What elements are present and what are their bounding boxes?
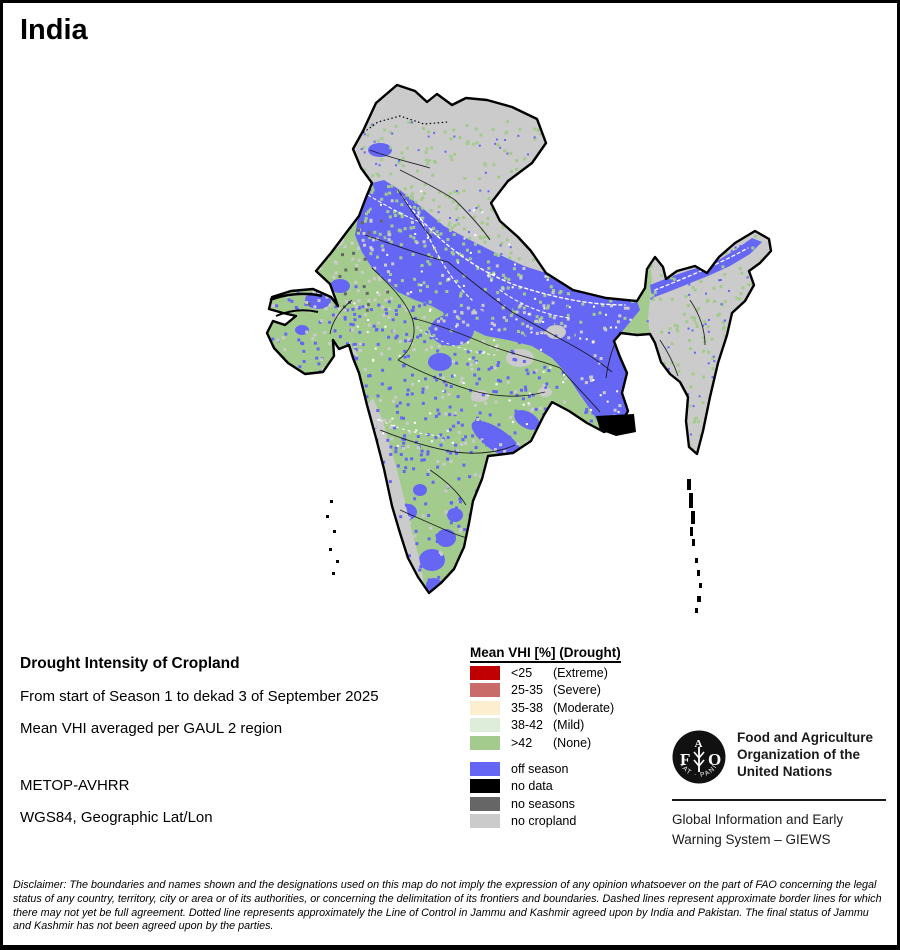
legend-row-moderate: 35-38 (Moderate) (470, 700, 614, 715)
swatch-no-data (470, 779, 500, 794)
swatch-mild (470, 718, 500, 733)
svg-text:O: O (708, 750, 721, 769)
giews-label: Global Information and Early Warning Sys… (672, 812, 844, 847)
projection-line: WGS84, Geographic Lat/Lon (20, 809, 213, 826)
legend-row-none: >42 (None) (470, 735, 614, 750)
region-gangetic-plain-off-season (355, 180, 640, 432)
fao-branding: F O A FIAT · PANIS Food and Agriculture … (669, 723, 888, 791)
legend-row-no-cropland: no cropland (470, 814, 576, 829)
sensor-line: METOP-AVHRR (20, 777, 130, 794)
swatch-moderate (470, 700, 500, 715)
legend-row-extreme: <25 (Extreme) (470, 666, 614, 680)
disclaimer-text: Disclaimer: The boundaries and names sho… (13, 879, 882, 933)
svg-text:F: F (680, 750, 690, 769)
fao-org-name: Food and Agriculture Organization of the… (737, 730, 873, 779)
legend-row-severe: 25-35 (Severe) (470, 683, 614, 698)
legend-other-classes: off season no data no seasons no croplan… (470, 762, 576, 832)
legend-row-no-data: no data (470, 779, 576, 794)
swatch-severe (470, 683, 500, 698)
lakshadweep-islands (326, 500, 339, 575)
legend-row-off-season: off season (470, 762, 576, 776)
map-subject-heading: Drought Intensity of Cropland (20, 655, 240, 672)
region-himalaya-no-cropland (353, 85, 546, 273)
legend-drought-classes: <25 (Extreme) 25-35 (Severe) 35-38 (Moderat… (470, 666, 614, 753)
no-cropland-patches (316, 231, 566, 582)
river-lines (367, 194, 749, 437)
swatch-no-cropland (470, 814, 500, 829)
swatch-extreme (470, 666, 500, 680)
region-northeast-no-cropland (648, 231, 771, 454)
aggregation-line: Mean VHI averaged per GAUL 2 region (20, 720, 283, 737)
period-line: From start of Season 1 to dekad 3 of Sep… (20, 688, 379, 705)
swatch-no-seasons (470, 796, 500, 811)
fao-divider-line (672, 799, 886, 801)
svg-text:A: A (695, 738, 703, 750)
line-of-control-dotted (359, 115, 449, 136)
fao-logo-icon: F O A FIAT · PANIS (669, 723, 726, 784)
legend-row-mild: 38-42 (Mild) (470, 718, 614, 733)
swatch-off-season (470, 762, 500, 776)
andaman-nicobar-islands (687, 479, 702, 613)
international-boundary (265, 83, 773, 595)
no-data-features (269, 292, 636, 436)
legend-title: Mean VHI [%] (Drought) (470, 645, 621, 663)
page-title: India (20, 14, 88, 46)
swatch-none (470, 735, 500, 750)
legend-row-no-seasons: no seasons (470, 796, 576, 811)
